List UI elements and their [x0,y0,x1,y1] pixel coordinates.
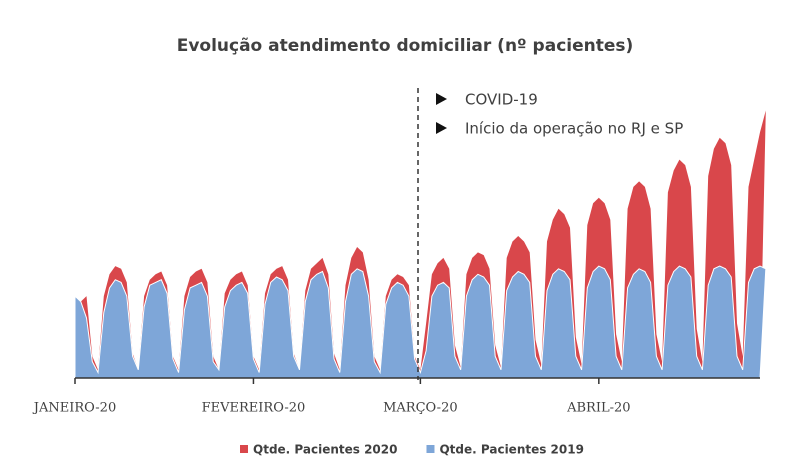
area [74,265,767,379]
chart-title: Evolução atendimento domiciliar (nº paci… [177,36,634,56]
bullet [436,122,447,134]
x-tick-label: MARÇO-20 [383,401,458,416]
x-tick-label: ABRIL-20 [566,401,630,416]
bullet [436,93,447,105]
annotation: Início da operação no RJ e SP [465,120,683,138]
plot: JANEIRO-20 FEVEREIRO-20 MARÇO-20 ABRIL-20 Qt… [32,110,767,457]
x-tick-label: FEVEREIRO-20 [202,401,306,416]
x-tick-label: JANEIRO-20 [32,401,116,416]
legend-swatch [240,445,248,453]
annotation: COVID-19 [465,91,538,109]
legend-label: Qtde. Pacientes 2019 [439,443,583,457]
legend-label: Qtde. Pacientes 2020 [253,443,397,457]
legend-swatch [426,445,435,453]
